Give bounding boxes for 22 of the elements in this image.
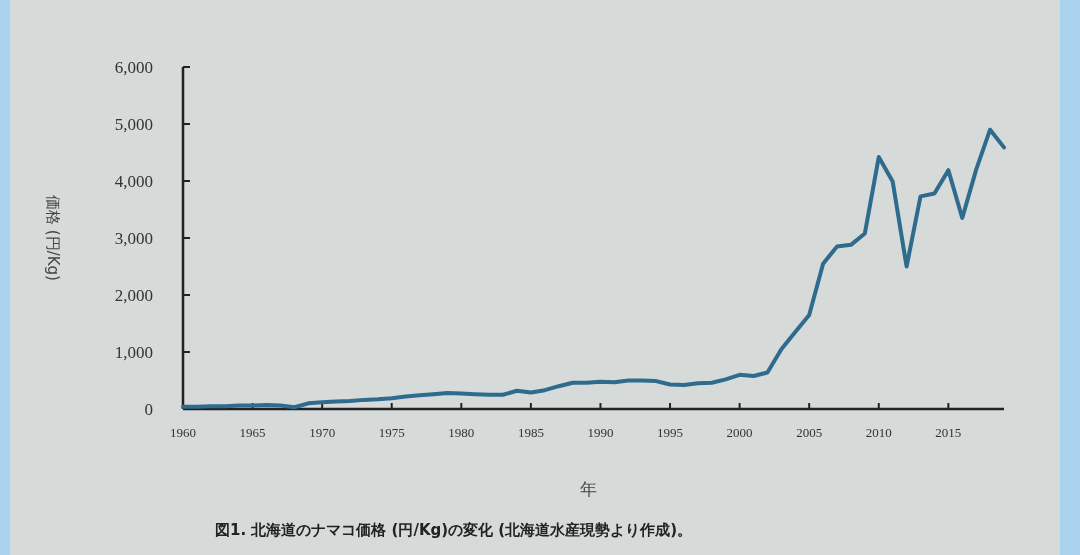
x-tick-label: 2015 (935, 425, 962, 440)
x-tick-label: 1970 (309, 425, 336, 440)
x-tick-label: 1965 (239, 425, 266, 440)
x-tick-label: 1985 (517, 425, 544, 440)
x-tick-label: 2010 (865, 425, 892, 440)
y-tick-label: 0 (144, 400, 153, 419)
x-tick-label: 1980 (448, 425, 475, 440)
y-axis-title: 価格 (円/Kg) (44, 195, 62, 281)
caption: 図1. 北海道のナマコ価格 (円/Kg)の変化 (北海道水産現勢より作成)。 (215, 521, 693, 539)
x-tick-label: 1975 (378, 425, 405, 440)
x-tick-label: 1960 (170, 425, 196, 440)
x-tick-label: 1995 (657, 425, 684, 440)
y-tick-label: 6,000 (114, 58, 153, 77)
y-tick-label: 3,000 (114, 229, 153, 248)
y-tick-label: 2,000 (114, 286, 153, 305)
y-tick-label: 1,000 (114, 343, 153, 362)
y-tick-label: 4,000 (114, 172, 153, 191)
x-tick-label: 2000 (726, 425, 753, 440)
x-axis-title: 年 (580, 479, 597, 499)
y-tick-label: 5,000 (114, 115, 153, 134)
x-tick-label: 2005 (796, 425, 823, 440)
x-tick-label: 1990 (587, 425, 614, 440)
